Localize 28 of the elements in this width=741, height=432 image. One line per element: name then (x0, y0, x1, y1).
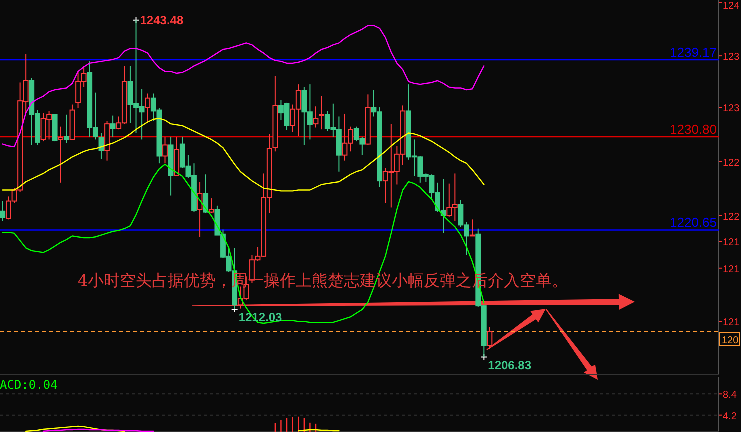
annotation: 1206.83 (488, 358, 532, 372)
text: 122 (723, 212, 740, 223)
annotation: ACD:0.04 (0, 378, 58, 392)
candlestick (64, 114, 70, 144)
ref-line-label: 1230.80 (670, 122, 717, 137)
candlestick (0, 200, 6, 222)
candlestick (58, 126, 64, 184)
candlestick (313, 106, 319, 128)
text: 121 (723, 238, 740, 249)
candlestick (145, 93, 151, 124)
text: 123 (723, 104, 740, 115)
candlestick (319, 96, 325, 130)
y-tick-label: 4.2 (723, 411, 738, 422)
text: 123 (723, 52, 740, 64)
candlestick (208, 198, 214, 214)
candlestick (110, 115, 116, 138)
ref-line-label: 1220.65 (670, 215, 717, 230)
candlestick (487, 326, 493, 350)
text: 124 (723, 1, 740, 12)
ref-line-label: 1239.17 (670, 45, 717, 60)
annotation: 1243.48 (140, 13, 184, 28)
text: 122 (723, 158, 740, 169)
candlestick (162, 136, 168, 164)
text: 121 (723, 318, 740, 329)
candlestick (203, 174, 209, 214)
y-tick-label: 8.4 (723, 390, 738, 402)
text: 121 (723, 264, 740, 276)
text: 120 (722, 335, 740, 346)
